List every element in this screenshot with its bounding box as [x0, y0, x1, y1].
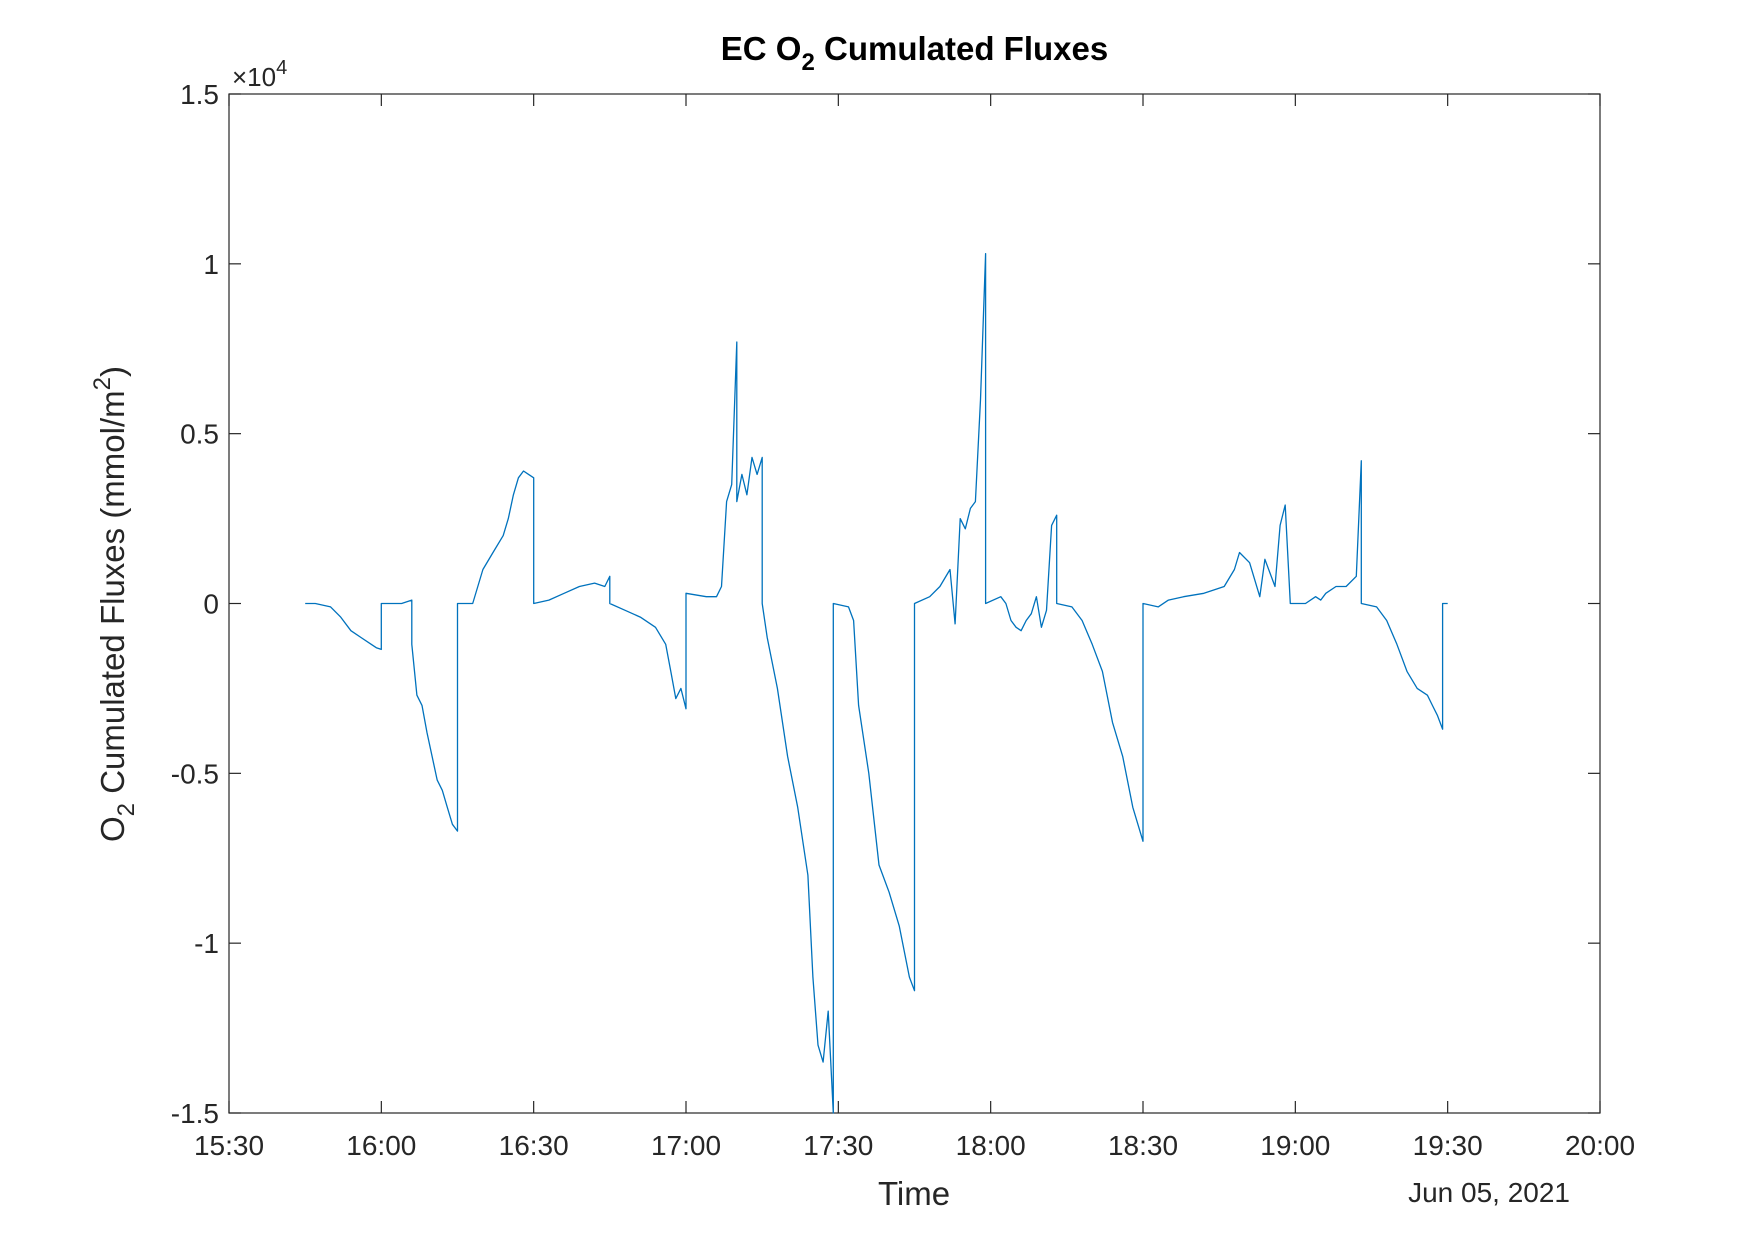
x-tick-label: 16:30 — [499, 1130, 569, 1161]
y-axis-ticks: 1.5 1 0.5 0 -0.5 -1 -1.5 — [171, 79, 1600, 1129]
y-tick-label: 0 — [203, 589, 219, 620]
svg-text:O2 Cumulated Fluxes (mmol/m2): O2 Cumulated Fluxes (mmol/m2) — [89, 366, 140, 842]
x-axis-ticks: 15:30 16:00 16:30 17:00 17:30 18:00 18:30 19:00… — [194, 94, 1635, 1161]
chart-title: EC O2 Cumulated Fluxes — [721, 30, 1108, 76]
svg-text:EC O2 Cumulated Fluxes: EC O2 Cumulated Fluxes — [721, 30, 1108, 76]
y-tick-label: -1.5 — [171, 1098, 219, 1129]
y-exponent-label: ×104 — [232, 57, 287, 92]
date-label: Jun 05, 2021 — [1408, 1177, 1570, 1208]
x-axis-label: Time — [878, 1175, 950, 1212]
y-tick-label: 0.5 — [180, 419, 219, 450]
x-tick-label: 17:30 — [803, 1130, 873, 1161]
y-tick-label: 1 — [203, 249, 219, 280]
y-tick-label: -0.5 — [171, 758, 219, 789]
x-tick-label: 18:30 — [1108, 1130, 1178, 1161]
title-subscript: 2 — [801, 49, 814, 76]
series-line — [305, 252, 1448, 1114]
x-tick-label: 20:00 — [1565, 1130, 1635, 1161]
x-tick-label: 19:30 — [1413, 1130, 1483, 1161]
y-tick-label: 1.5 — [180, 79, 219, 110]
x-tick-label: 15:30 — [194, 1130, 264, 1161]
title-rest: Cumulated Fluxes — [815, 30, 1108, 67]
x-tick-label: 16:00 — [346, 1130, 416, 1161]
series-layer — [305, 252, 1448, 1114]
x-tick-label: 19:00 — [1260, 1130, 1330, 1161]
y-axis-label: O2 Cumulated Fluxes (mmol/m2) — [89, 366, 140, 842]
y-tick-label: -1 — [194, 928, 219, 959]
title-main: EC O — [721, 30, 802, 67]
x-tick-label: 17:00 — [651, 1130, 721, 1161]
x-tick-label: 18:00 — [956, 1130, 1026, 1161]
